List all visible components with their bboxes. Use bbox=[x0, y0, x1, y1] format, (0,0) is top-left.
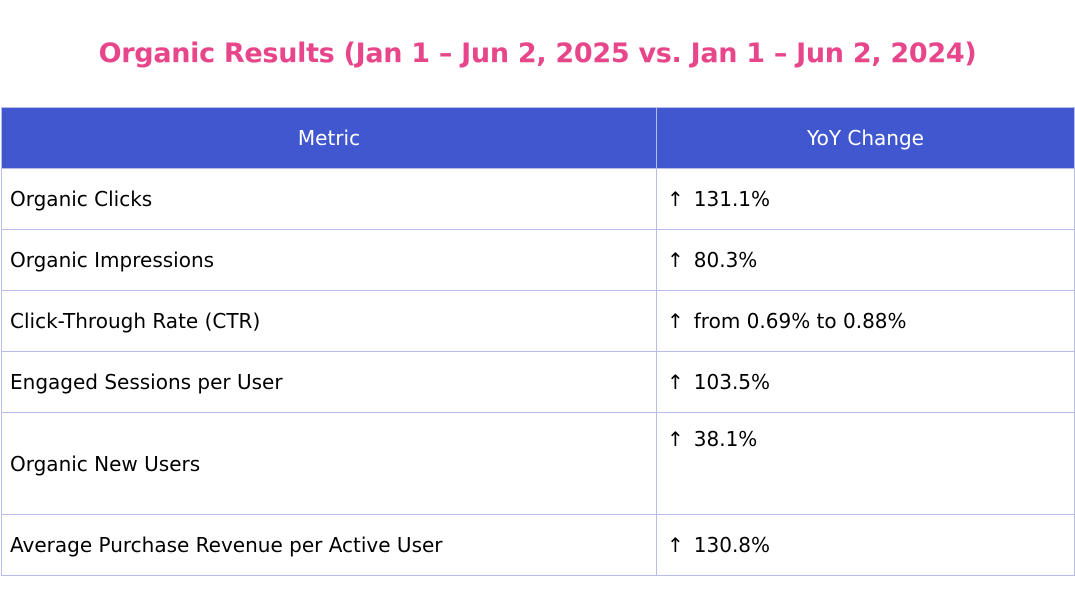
up-arrow-icon: ↑ bbox=[667, 533, 684, 557]
table-header-row: Metric YoY Change bbox=[1, 107, 1075, 169]
page-title: Organic Results (Jan 1 – Jun 2, 2025 vs.… bbox=[98, 38, 977, 69]
change-cell: ↑ 80.3% bbox=[656, 229, 1075, 291]
change-value: from 0.69% to 0.88% bbox=[693, 309, 907, 333]
results-table: Metric YoY Change Organic Clicks ↑ 131.1%… bbox=[1, 107, 1075, 576]
metric-cell: Organic Impressions bbox=[1, 229, 657, 291]
table-row: Engaged Sessions per User ↑ 103.5% bbox=[1, 351, 1075, 413]
change-value: 103.5% bbox=[693, 370, 771, 394]
change-cell: ↑ 131.1% bbox=[656, 168, 1075, 230]
change-value: 130.8% bbox=[693, 533, 771, 557]
up-arrow-icon: ↑ bbox=[667, 370, 684, 394]
change-value: 38.1% bbox=[693, 427, 758, 451]
table-row: Organic Clicks ↑ 131.1% bbox=[1, 168, 1075, 230]
metric-cell: Average Purchase Revenue per Active User bbox=[1, 514, 657, 576]
table-row: Click-Through Rate (CTR) ↑ from 0.69% to … bbox=[1, 290, 1075, 352]
change-cell: ↑ from 0.69% to 0.88% bbox=[656, 290, 1075, 352]
table-row: Organic New Users ↑ 38.1% bbox=[1, 412, 1075, 515]
metric-cell: Organic New Users bbox=[1, 412, 657, 515]
up-arrow-icon: ↑ bbox=[667, 248, 684, 272]
metric-cell: Click-Through Rate (CTR) bbox=[1, 290, 657, 352]
header-yoy-change: YoY Change bbox=[656, 107, 1075, 169]
change-cell: ↑ 130.8% bbox=[656, 514, 1075, 576]
header-metric: Metric bbox=[1, 107, 657, 169]
up-arrow-icon: ↑ bbox=[667, 427, 684, 451]
table-row: Organic Impressions ↑ 80.3% bbox=[1, 229, 1075, 291]
change-value: 80.3% bbox=[693, 248, 758, 272]
metric-cell: Organic Clicks bbox=[1, 168, 657, 230]
up-arrow-icon: ↑ bbox=[667, 187, 684, 211]
metric-cell: Engaged Sessions per User bbox=[1, 351, 657, 413]
change-cell: ↑ 38.1% bbox=[656, 412, 1075, 515]
change-cell: ↑ 103.5% bbox=[656, 351, 1075, 413]
change-value: 131.1% bbox=[693, 187, 771, 211]
table-row: Average Purchase Revenue per Active User… bbox=[1, 514, 1075, 576]
up-arrow-icon: ↑ bbox=[667, 309, 684, 333]
